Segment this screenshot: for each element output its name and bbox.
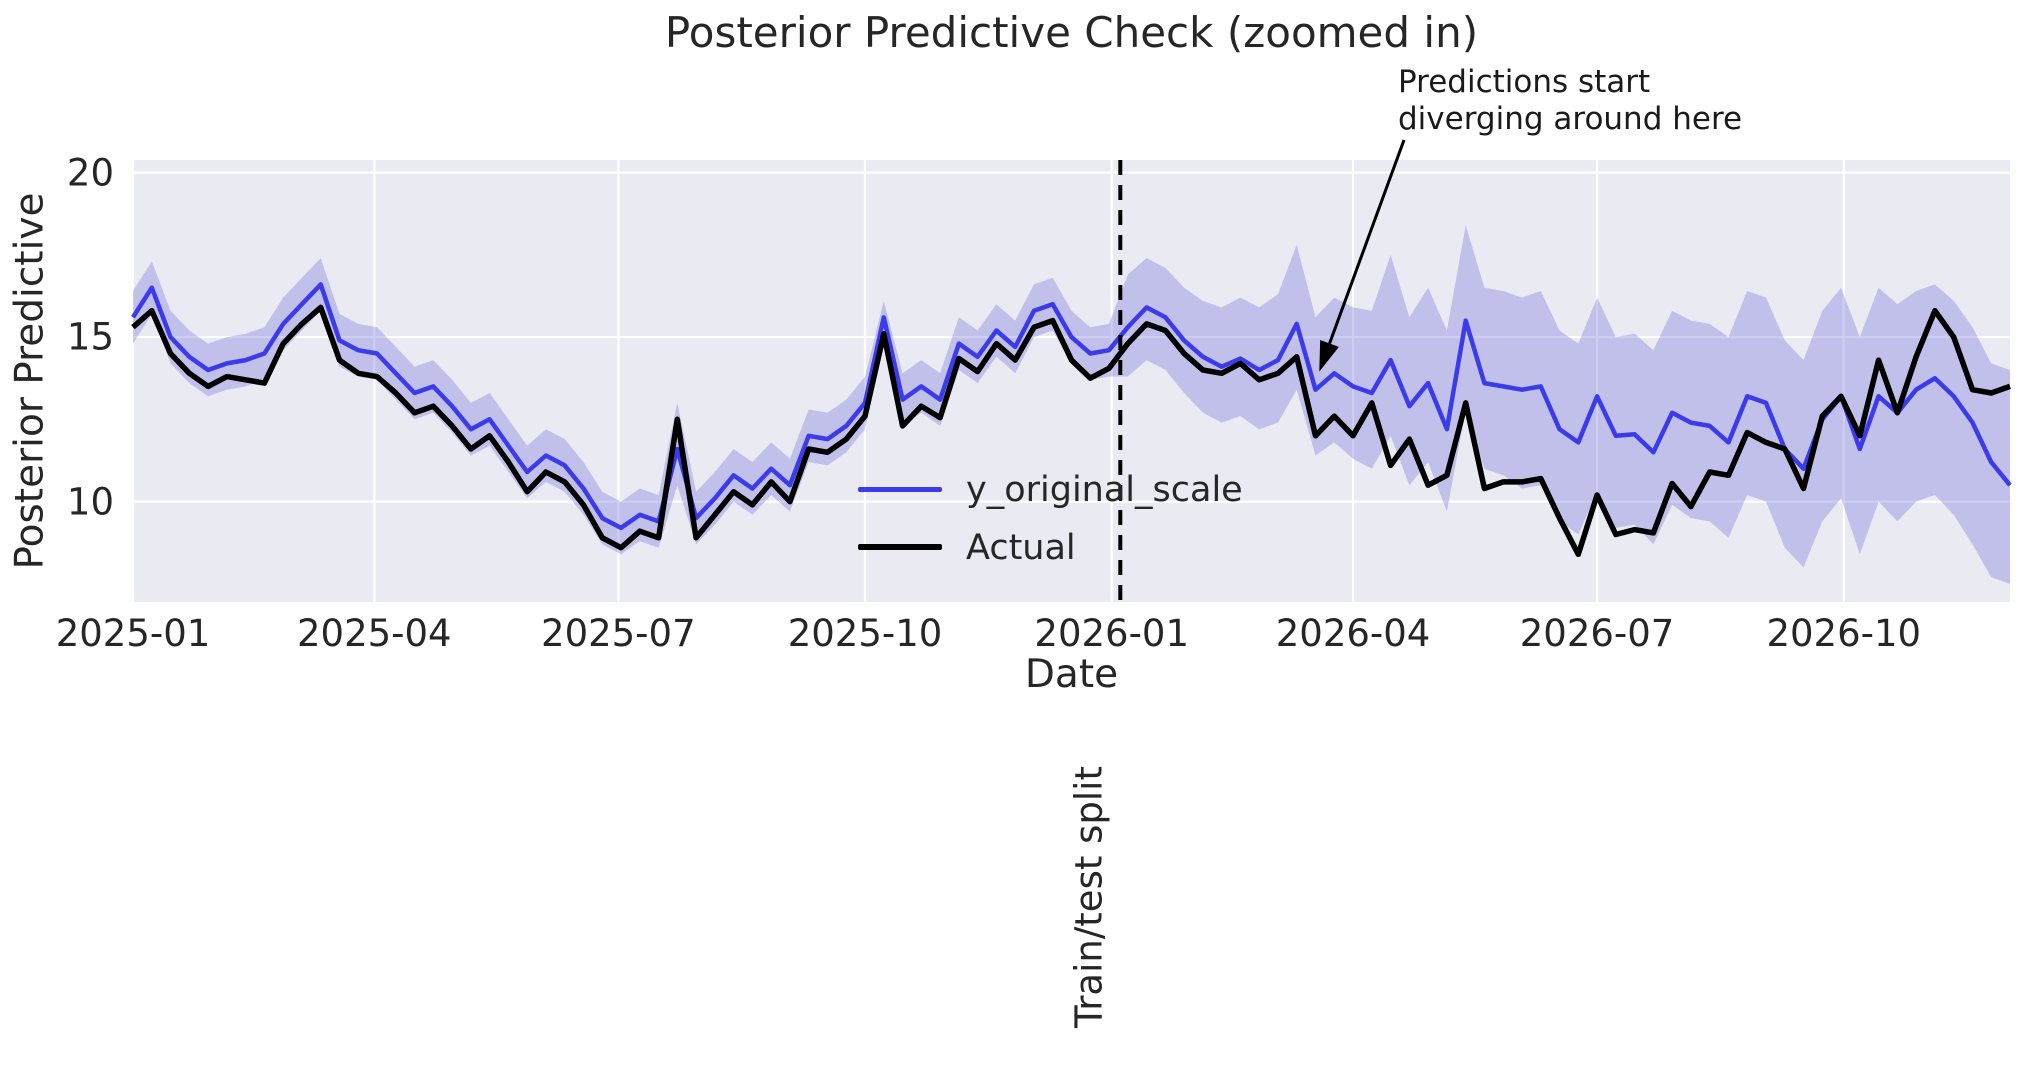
annotation-text: Predictions start diverging around here (1398, 64, 1742, 138)
plot-background (133, 160, 2010, 602)
legend-swatch-actual (858, 544, 942, 550)
annotation-arrow-shaft (1328, 139, 1406, 344)
actual-line (131, 304, 2011, 558)
x-tick-label-2025-04: 2025-04 (297, 612, 452, 655)
x-tick-label-2026-01: 2026-01 (1034, 612, 1190, 655)
x-tick-label-2025-01: 2025-01 (55, 612, 211, 655)
legend-swatch-predicted (858, 487, 942, 492)
annotation-arrow-head (1319, 340, 1339, 372)
x-tick-label-2025-07: 2025-07 (541, 612, 696, 655)
x-tick-label-2026-07: 2026-07 (1519, 612, 1675, 655)
predicted-line (131, 282, 2012, 531)
train-test-split-label: Train/test split (1067, 766, 1111, 1028)
uncertainty-band (133, 225, 2010, 584)
legend-label-predicted: y_original_scale (966, 470, 1243, 510)
x-axis-label: Date (1024, 652, 1119, 697)
chart-title: Posterior Predictive Check (zoomed in) (664, 8, 1479, 57)
legend-label-actual: Actual (966, 528, 1076, 568)
y-tick-label-10: 10 (66, 480, 114, 524)
x-tick-label-2025-10: 2025-10 (787, 612, 943, 655)
annotation-line-1: Predictions start (1398, 64, 1651, 100)
x-tick-label-2026-04: 2026-04 (1275, 612, 1431, 655)
y-tick-label-15: 15 (66, 315, 114, 359)
y-axis-label: Posterior Predictive (7, 192, 53, 570)
y-tick-label-20: 20 (66, 151, 114, 194)
x-tick-label-2026-10: 2026-10 (1766, 612, 1922, 655)
annotation-line-2: diverging around here (1398, 101, 1743, 138)
